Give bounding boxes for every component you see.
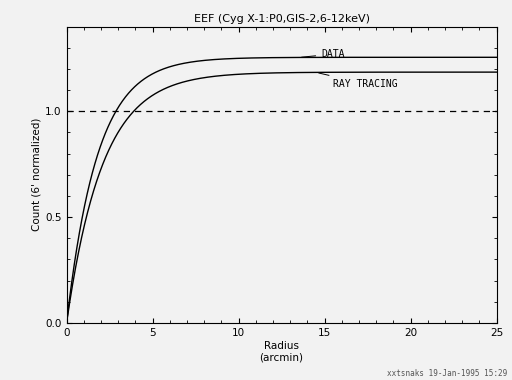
X-axis label: Radius
(arcmin): Radius (arcmin)	[260, 340, 304, 362]
Text: xxtsnaks 19-Jan-1995 15:29: xxtsnaks 19-Jan-1995 15:29	[387, 369, 507, 378]
Title: EEF (Cyg X-1:P0,GIS-2,6-12keV): EEF (Cyg X-1:P0,GIS-2,6-12keV)	[194, 14, 370, 24]
Text: DATA: DATA	[302, 49, 345, 59]
Text: RAY TRACING: RAY TRACING	[318, 73, 398, 89]
Y-axis label: Count (6' normalized): Count (6' normalized)	[31, 118, 41, 231]
